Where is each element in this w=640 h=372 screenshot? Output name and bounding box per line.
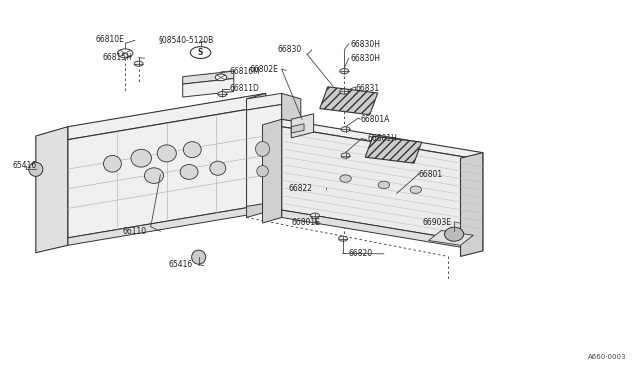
Ellipse shape <box>378 181 390 189</box>
Text: 66831: 66831 <box>355 84 380 93</box>
Ellipse shape <box>257 166 268 177</box>
Polygon shape <box>36 127 68 253</box>
Circle shape <box>218 92 227 97</box>
Circle shape <box>118 49 133 58</box>
Polygon shape <box>282 127 483 243</box>
Ellipse shape <box>104 155 122 172</box>
Polygon shape <box>68 106 266 238</box>
Text: 66801: 66801 <box>419 170 443 179</box>
Ellipse shape <box>145 168 164 183</box>
Ellipse shape <box>445 227 464 241</box>
Circle shape <box>134 61 143 66</box>
Ellipse shape <box>340 175 351 182</box>
Ellipse shape <box>191 250 205 264</box>
Polygon shape <box>68 205 266 245</box>
Text: 66830H: 66830H <box>351 39 381 49</box>
Circle shape <box>341 127 350 132</box>
Text: 66801E: 66801E <box>291 218 320 227</box>
Polygon shape <box>291 114 314 138</box>
Polygon shape <box>182 71 234 84</box>
Bar <box>365 136 422 163</box>
Text: 66822: 66822 <box>288 185 312 193</box>
Text: 66830H: 66830H <box>351 54 381 62</box>
Text: 66801A: 66801A <box>360 115 390 124</box>
Text: 66810E: 66810E <box>95 35 124 44</box>
Polygon shape <box>246 105 282 206</box>
Text: 66802E: 66802E <box>250 65 278 74</box>
Polygon shape <box>282 93 301 206</box>
Circle shape <box>215 74 227 81</box>
Polygon shape <box>429 231 473 245</box>
Circle shape <box>340 68 349 74</box>
Polygon shape <box>262 119 282 223</box>
Ellipse shape <box>29 162 43 176</box>
Text: 66903E: 66903E <box>422 218 451 227</box>
Text: 66110: 66110 <box>122 227 146 236</box>
Text: §08540-5120B: §08540-5120B <box>159 35 214 44</box>
Polygon shape <box>68 93 266 140</box>
Ellipse shape <box>157 145 176 162</box>
Text: 66811D: 66811D <box>229 84 259 93</box>
Text: 66801H: 66801H <box>368 134 398 144</box>
Text: 66816M: 66816M <box>229 67 260 76</box>
Text: 66815H: 66815H <box>103 52 132 61</box>
Polygon shape <box>282 119 483 160</box>
Circle shape <box>340 89 349 94</box>
Ellipse shape <box>131 149 152 167</box>
Ellipse shape <box>180 164 198 179</box>
Text: 66830: 66830 <box>278 45 302 54</box>
Ellipse shape <box>183 142 201 158</box>
Bar <box>320 87 378 115</box>
Text: 65416: 65416 <box>168 260 192 269</box>
Circle shape <box>190 46 211 58</box>
Text: 66820: 66820 <box>349 249 373 258</box>
Ellipse shape <box>210 161 226 175</box>
Text: 65416: 65416 <box>12 161 36 170</box>
Circle shape <box>341 153 350 158</box>
Text: S: S <box>198 48 204 57</box>
Polygon shape <box>291 124 304 133</box>
Ellipse shape <box>410 186 422 193</box>
Circle shape <box>310 213 319 218</box>
Polygon shape <box>246 93 282 110</box>
Polygon shape <box>282 210 483 251</box>
Ellipse shape <box>255 141 269 156</box>
Circle shape <box>339 236 348 241</box>
Polygon shape <box>182 78 234 97</box>
Text: A660·0003: A660·0003 <box>588 354 627 360</box>
Polygon shape <box>246 93 266 218</box>
Polygon shape <box>461 153 483 256</box>
